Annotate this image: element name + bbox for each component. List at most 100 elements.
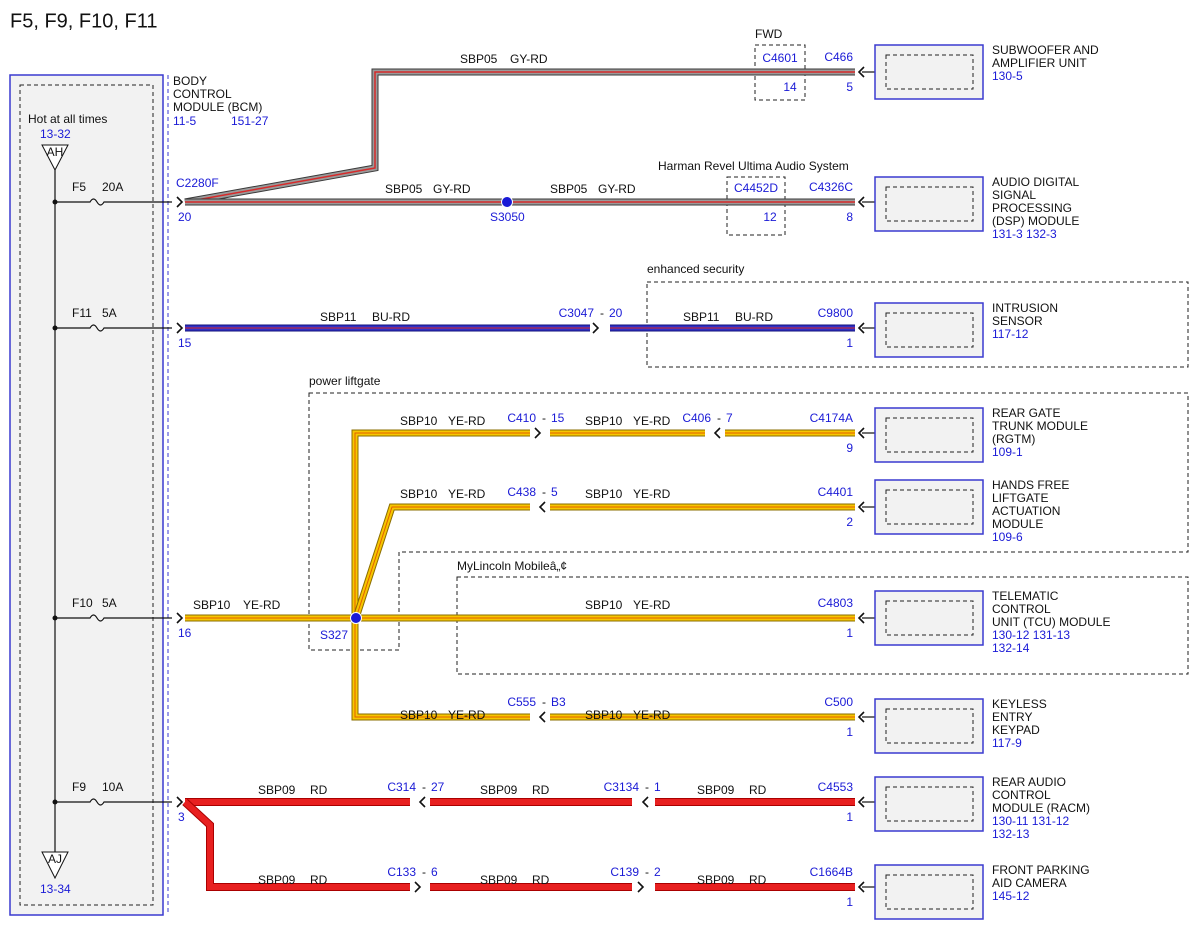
wire-color: YE-RD [243,598,281,612]
connector-arrow [592,322,600,334]
module-name: LIFTGATE [992,491,1048,505]
connector-id: C9800 [818,306,854,320]
pin: 5 [551,485,558,499]
pin: 9 [846,441,853,455]
separator: - [422,865,426,879]
module-name: AUDIO DIGITAL [992,175,1079,189]
wire [355,506,530,619]
page-ref: 145-12 [992,889,1030,903]
connector-arrow [637,881,645,893]
terminal-label: AJ [48,852,62,866]
bcm-label: MODULE (BCM) [173,100,262,114]
wire-color: RD [749,783,767,797]
connector-id: C500 [824,695,853,709]
pin: 20 [178,210,192,224]
module-name: TELEMATIC [992,589,1059,603]
module-name: CONTROL [992,602,1051,616]
wire [182,799,410,890]
module-name: INTRUSION [992,301,1058,315]
pin: 1 [846,336,853,350]
circuit: SBP09 [258,783,296,797]
module-inner [885,489,974,525]
fuse-rating: 5A [102,306,117,320]
connector-arrow [176,796,184,808]
page-ref: 109-1 [992,445,1023,459]
circuit: SBP09 [480,783,518,797]
option-label: MyLincoln Mobileâ„¢ [457,559,567,573]
pin: 15 [178,336,192,350]
pin: B3 [551,695,566,709]
connector-arrow [538,711,546,723]
circuit: SBP09 [258,873,296,887]
pin: 20 [609,306,623,320]
connector-id: C438 [507,485,536,499]
option-label: power liftgate [309,374,381,388]
module [874,776,984,832]
fuse-name: F5 [72,180,86,194]
connector-id: C2280F [176,176,219,190]
pin: 7 [726,411,733,425]
module-inner [885,312,974,348]
wire-color: GY-RD [433,182,471,196]
module [874,176,984,232]
circuit: SBP11 [320,310,357,324]
pin: 15 [551,411,565,425]
pin: 12 [763,210,777,224]
module-inner [885,417,974,453]
page-ref: 151-27 [231,114,269,128]
connector-arrow [857,612,865,624]
connector-arrow [641,796,649,808]
option-box [456,576,1189,675]
connector-id: C4452D [734,181,778,195]
separator: - [645,780,649,794]
marks [52,44,984,920]
pin: 1 [846,626,853,640]
fuse [55,198,172,206]
page-ref: 117-9 [992,736,1022,750]
connector-id: C406 [682,411,711,425]
connector-id: C410 [507,411,536,425]
wire [184,71,855,203]
module-name: SENSOR [992,314,1043,328]
pin: 16 [178,626,192,640]
connector-arrow [176,196,184,208]
circuit: SBP05 [550,182,588,196]
module-name: MODULE [992,517,1043,531]
option-label: Harman Revel Ultima Audio System [658,159,849,173]
module-inner [885,786,974,822]
wire-color: YE-RD [448,414,486,428]
splice [350,612,362,624]
page-ref: 13-34 [40,882,71,896]
connector-id: C466 [824,50,853,64]
separator: - [542,485,546,499]
connector-arrow [176,612,184,624]
connector-arrow [534,427,542,439]
connector-arrow [176,322,184,334]
connector-arrow [857,427,865,439]
module [874,302,984,358]
pin: 2 [846,515,853,529]
splice-label: S327 [320,628,348,642]
module-name: SIGNAL [992,188,1036,202]
module-name: FRONT PARKING [992,863,1090,877]
circuit: SBP05 [460,52,498,66]
option-box [646,281,1189,368]
pin: 1 [654,780,661,794]
wire-color: YE-RD [633,598,671,612]
page-ref: 132-14 [992,641,1030,655]
fuse-name: F9 [72,780,86,794]
circuit: SBP10 [400,487,438,501]
circuit: SBP10 [400,414,438,428]
fuse-rating: 20A [102,180,123,194]
circuit: SBP10 [585,598,623,612]
separator: - [542,411,546,425]
option-label: enhanced security [647,262,744,276]
wire-color: YE-RD [633,414,671,428]
fuse-rating: 5A [102,596,117,610]
module-name: AMPLIFIER UNIT [992,56,1087,70]
page-ref: 109-6 [992,530,1023,544]
terminal-top [41,144,69,172]
module-name: REAR AUDIO [992,775,1066,789]
wire-color: GY-RD [510,52,548,66]
module-name: MODULE (RACM) [992,801,1090,815]
